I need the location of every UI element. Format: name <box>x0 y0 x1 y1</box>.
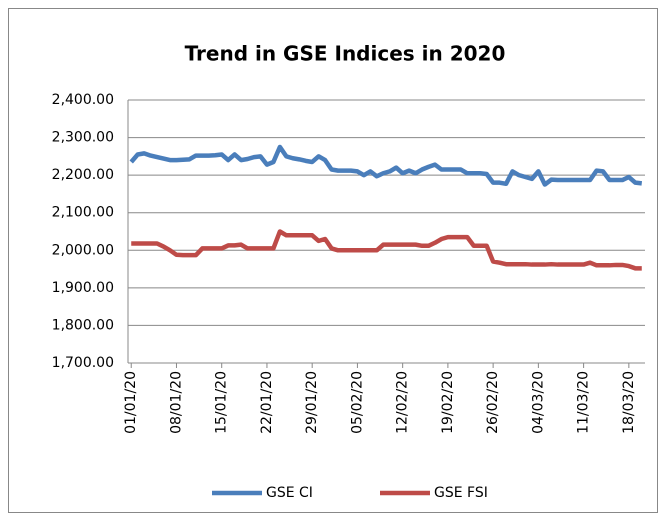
y-tick-label: 1,900.00 <box>52 280 114 296</box>
series-line <box>129 144 643 187</box>
y-tick-label: 2,200.00 <box>52 167 114 183</box>
x-tick-label: 08/01/20 <box>168 371 184 434</box>
x-tick-label: 15/01/20 <box>214 371 230 434</box>
x-tick-label: 12/02/20 <box>395 371 411 434</box>
x-tick-label: 01/01/20 <box>123 371 139 434</box>
x-tick-label: 22/01/20 <box>259 371 275 434</box>
y-tick-label: 1,700.00 <box>52 355 114 371</box>
x-tick-label: 29/01/20 <box>304 371 320 434</box>
legend-label: GSE CI <box>266 485 313 501</box>
y-tick-label: 1,800.00 <box>52 317 114 333</box>
chart-border <box>8 8 658 513</box>
y-tick-label: 2,400.00 <box>52 92 114 108</box>
chart-title: Trend in GSE Indices in 2020 <box>185 42 506 66</box>
legend-label: GSE FSI <box>434 485 488 501</box>
x-tick-label: 11/03/20 <box>576 371 592 434</box>
y-tick-label: 2,300.00 <box>52 130 114 146</box>
x-tick-label: 19/02/20 <box>440 371 456 434</box>
x-tick-label: 04/03/20 <box>530 371 546 434</box>
x-tick-label: 18/03/20 <box>621 371 637 434</box>
y-tick-label: 2,000.00 <box>52 242 114 258</box>
y-tick-label: 2,100.00 <box>52 205 114 221</box>
series-line <box>131 229 642 271</box>
x-tick-label: 05/02/20 <box>349 371 365 434</box>
x-tick-label: 26/02/20 <box>485 371 501 434</box>
